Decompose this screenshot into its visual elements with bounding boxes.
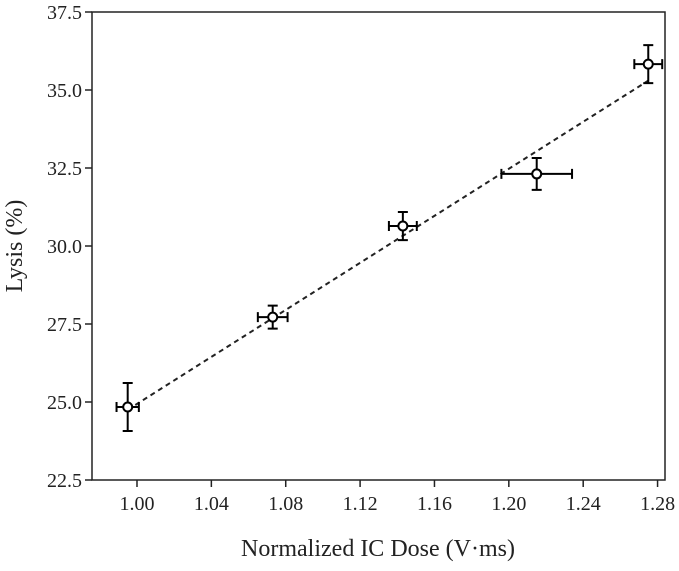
y-tick-label: 22.5	[47, 470, 82, 492]
y-tick-label: 32.5	[47, 158, 82, 180]
x-tick-label: 1.12	[343, 493, 378, 515]
y-tick-label: 27.5	[47, 314, 82, 336]
y-tick-label: 37.5	[47, 2, 82, 24]
x-tick-label: 1.08	[268, 493, 303, 515]
x-tick-label: 1.28	[640, 493, 675, 515]
point	[531, 168, 543, 180]
y-tick-label: 35.0	[47, 80, 82, 102]
point	[397, 220, 409, 232]
x-tick-label: 1.20	[491, 493, 526, 515]
y-axis-label: Lysis (%)	[2, 200, 28, 293]
point	[267, 311, 279, 323]
x-axis-label: Normalized IC Dose (V·ms)	[241, 536, 515, 562]
y-tick-label: 30.0	[47, 236, 82, 258]
fit-line	[127, 79, 649, 411]
y-tick-label: 25.0	[47, 392, 82, 414]
point	[122, 401, 134, 413]
x-tick-label: 1.04	[194, 493, 229, 515]
point	[642, 58, 654, 70]
plot-frame	[91, 11, 666, 481]
x-tick-label: 1.24	[566, 493, 601, 515]
x-tick-label: 1.00	[119, 493, 154, 515]
x-tick-label: 1.16	[417, 493, 452, 515]
